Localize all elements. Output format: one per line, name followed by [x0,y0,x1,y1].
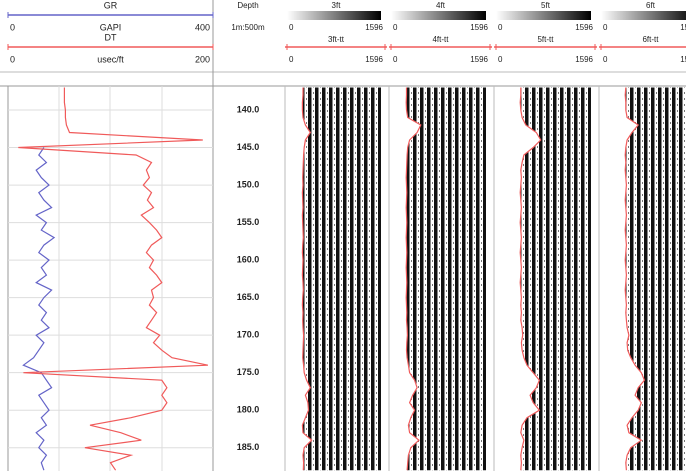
curve [18,87,209,471]
track-title: 5ft [541,1,551,10]
x-tick-label: 0 [10,22,15,32]
x-tick-label: 400 [195,22,210,32]
scale-tick-label: 0 [393,23,398,32]
x-tick-label: 1596 [575,55,593,64]
x-tick-label: 0 [498,55,503,64]
scale-tick-label: 1596 [365,23,383,32]
curve [519,87,542,471]
color-scale [391,11,486,20]
depth-tick-label: 145.0 [237,142,260,152]
scale-tick-label: 0 [603,23,608,32]
track-title: 6ft [646,1,656,10]
curve-name: 4ft-tt [432,35,449,44]
depth-label: Depth [237,1,258,10]
curve-unit: usec/ft [97,54,124,64]
depth-tick-label: 150.0 [237,179,260,189]
curve-unit: GAPI [100,22,122,32]
scale-tick-label: 0 [289,23,294,32]
curve-name: DT [105,32,117,42]
depth-tick-label: 185.0 [237,442,260,452]
scale-tick-label: 1596 [575,23,593,32]
depth-tick-label: 180.0 [237,405,260,415]
curve-name: GR [104,0,118,10]
waveform-fill [625,87,686,471]
plot-area [8,87,686,471]
depth-tick-label: 160.0 [237,254,260,264]
scale-tick-label: 1596 [470,23,488,32]
x-tick-label: 1596 [470,55,488,64]
x-tick-label: 1596 [680,55,686,64]
depth-tick-label: 175.0 [237,367,260,377]
scale-tick-label: 0 [498,23,503,32]
waveform-fill [406,87,486,471]
waveform-fill [520,87,591,471]
curve [301,87,313,471]
x-tick-label: 200 [195,54,210,64]
depth-tick-label: 140.0 [237,104,260,114]
x-tick-label: 1596 [365,55,383,64]
curve [624,87,646,471]
curve-name: 6ft-tt [642,35,659,44]
track-title: 4ft [436,1,446,10]
curve-name: 3ft-tt [328,35,345,44]
depth-scale: 1m:500m [231,23,265,32]
scale-tick-label: 1596 [680,23,686,32]
x-tick-label: 0 [603,55,608,64]
x-tick-label: 0 [10,54,15,64]
color-scale [601,11,686,20]
curve-name: 5ft-tt [537,35,554,44]
curve [22,147,56,471]
curve [405,87,422,471]
color-scale [496,11,591,20]
waveform-fill [302,87,381,471]
x-tick-label: 0 [393,55,398,64]
depth-tick-label: 165.0 [237,292,260,302]
depth-tick-label: 155.0 [237,217,260,227]
track-title: 3ft [332,1,342,10]
color-scale [287,11,381,20]
depth-tick-label: 170.0 [237,330,260,340]
x-tick-label: 0 [289,55,294,64]
